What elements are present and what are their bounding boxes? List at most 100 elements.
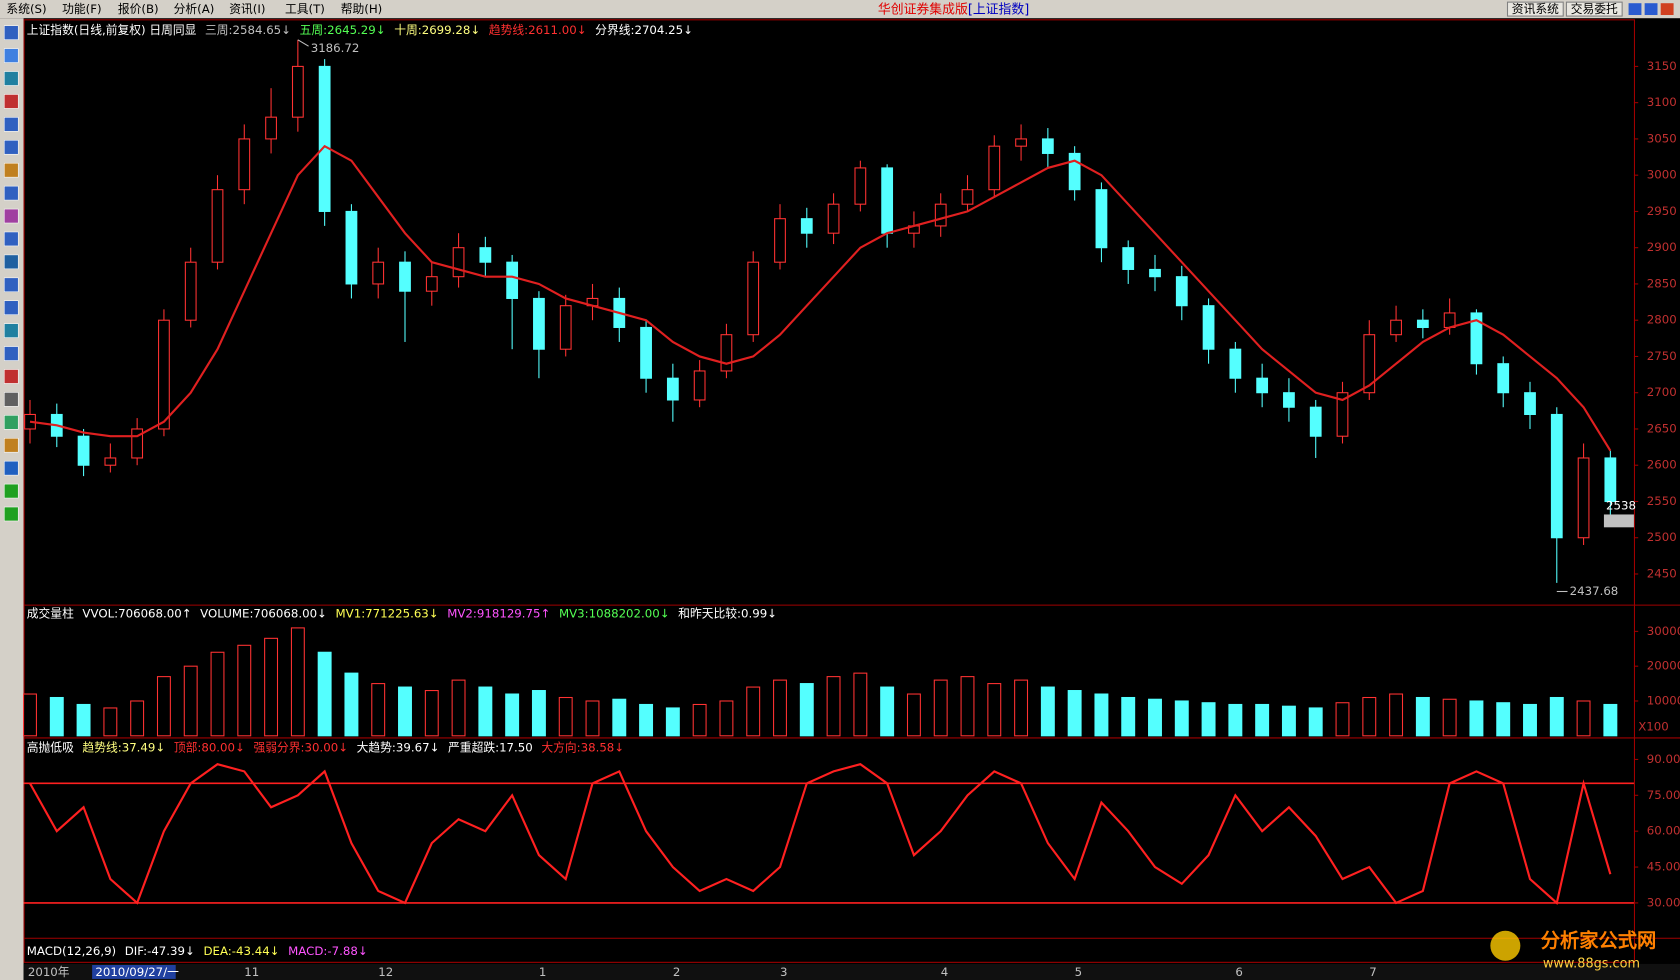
tool-icon — [4, 117, 19, 132]
volume-bar — [1576, 700, 1591, 737]
candle-body — [1497, 363, 1510, 394]
min-label: 2437.68 — [1570, 584, 1619, 598]
volume-bar — [1094, 693, 1109, 737]
candle-body — [800, 218, 813, 234]
menu-item[interactable]: 报价(B) — [118, 2, 159, 16]
button[interactable] — [1565, 1, 1623, 17]
current-price-box — [1603, 514, 1634, 528]
watermark-logo — [1490, 930, 1521, 961]
window-button[interactable] — [1660, 3, 1674, 15]
volume-bar — [987, 683, 1002, 737]
volume-bar — [880, 686, 895, 737]
volume-bar — [210, 651, 225, 737]
tool-icon — [4, 323, 19, 338]
panel-header: 高抛低吸 趋势线:37.49↓ 顶部:80.00↓ 强弱分界:30.00↓ 大趋势:39… — [27, 740, 624, 754]
window-button[interactable] — [1628, 3, 1642, 15]
volume-bar — [826, 676, 841, 737]
header-item: 十周:2699.28↓ — [394, 22, 480, 36]
candle-body — [372, 261, 385, 285]
menu-item[interactable]: 资讯(I) — [229, 2, 265, 16]
y-tick-label: 90.00 — [1647, 752, 1680, 766]
y-tick-label: 2950 — [1647, 204, 1677, 218]
tool-icon — [4, 71, 19, 86]
candle-body — [1015, 138, 1027, 147]
candle-body — [1122, 247, 1135, 270]
header-item: 趋势线:2611.00↓ — [489, 22, 587, 36]
header-item: 顶部:80.00↓ — [174, 740, 245, 754]
volume-bar — [1014, 679, 1029, 737]
menu-item[interactable]: 工具(T) — [285, 2, 325, 16]
volume-bar — [531, 690, 546, 737]
window-button[interactable] — [1644, 3, 1658, 15]
frame — [23, 19, 1635, 963]
candle-body — [1256, 377, 1269, 394]
y-tick-label: 2750 — [1647, 349, 1677, 363]
candle-body — [399, 261, 411, 292]
tool-icon — [4, 254, 19, 270]
cursor-date-box — [92, 965, 176, 979]
tool-icon — [4, 185, 19, 201]
tool-icon — [4, 140, 19, 155]
candle-body — [720, 334, 733, 372]
candle-body — [318, 65, 331, 212]
y-tick-label: 2650 — [1647, 421, 1677, 435]
candle-body — [854, 167, 867, 205]
header-item: 严重超跌:17.50 — [448, 740, 533, 754]
y-tick-label: 2800 — [1647, 313, 1677, 327]
menu-item[interactable]: 系统(S) — [6, 2, 46, 16]
header-item: MV2:918129.75↑ — [447, 606, 550, 620]
volume-bar — [1389, 693, 1404, 737]
volume-bar — [371, 683, 386, 737]
menu-item[interactable]: 帮助(H) — [341, 2, 383, 16]
tool-icon — [4, 346, 19, 361]
tool-icon — [4, 277, 19, 293]
button-label[interactable]: 交易委托 — [1571, 2, 1618, 16]
volume-bar — [960, 676, 975, 737]
header-item: 大趋势:39.67↓ — [357, 740, 440, 754]
header-item: 成交量柱 — [27, 606, 74, 620]
button[interactable] — [1506, 1, 1564, 17]
candle-body — [1524, 392, 1536, 416]
menu-item[interactable]: 分析(A) — [174, 2, 215, 16]
candle-body — [452, 247, 465, 278]
volume-bar — [1469, 700, 1484, 737]
max-arrow — [297, 39, 309, 47]
candle-body — [934, 203, 947, 227]
panel-frames — [23, 19, 1680, 963]
candle-body — [265, 116, 277, 140]
candle-body — [425, 276, 438, 292]
candle-body — [345, 210, 358, 285]
current-price: 2538 — [1606, 498, 1636, 512]
header-item: 和昨天比较:0.99↓ — [678, 606, 777, 620]
x-tick-label: 7 — [1369, 965, 1377, 979]
volume-bar — [130, 700, 145, 737]
volume-bar — [344, 672, 359, 737]
candle-body — [479, 247, 492, 263]
date-bar — [23, 963, 1680, 980]
app-subtitle: [上证指数] — [968, 2, 1029, 17]
menu-item[interactable]: 功能(F) — [62, 2, 101, 16]
volume-bar — [773, 679, 787, 737]
tool-icon — [4, 162, 19, 178]
tool-icon — [4, 48, 19, 63]
x-tick-label: 12 — [378, 965, 393, 979]
candle-body — [1068, 152, 1081, 191]
volume-bar — [1255, 703, 1270, 737]
y-tick-label: 3000 — [1647, 168, 1677, 182]
candle-body — [881, 167, 894, 234]
panel-header: MACD(12,26,9) DIF:-47.39↓ DEA:-43.44↓ MACD:… — [27, 944, 368, 958]
volume-bar — [612, 698, 627, 737]
button-label[interactable]: 资讯系统 — [1512, 2, 1559, 16]
x-tick-label: 2 — [673, 965, 681, 979]
header-item: MV3:1088202.00↓ — [559, 606, 670, 620]
candle-body — [104, 457, 117, 466]
x-tick-label: 6 — [1235, 965, 1243, 979]
tool-icon — [4, 300, 19, 315]
candle-body — [827, 203, 840, 234]
header-item: 强弱分界:30.00↓ — [253, 740, 348, 754]
candle-body — [1363, 334, 1376, 394]
header-item: 趋势线:37.49↓ — [82, 740, 165, 754]
tool-icon — [4, 231, 19, 247]
date-label: 2010年 — [28, 965, 70, 979]
x-tick-label: 11 — [244, 965, 259, 979]
